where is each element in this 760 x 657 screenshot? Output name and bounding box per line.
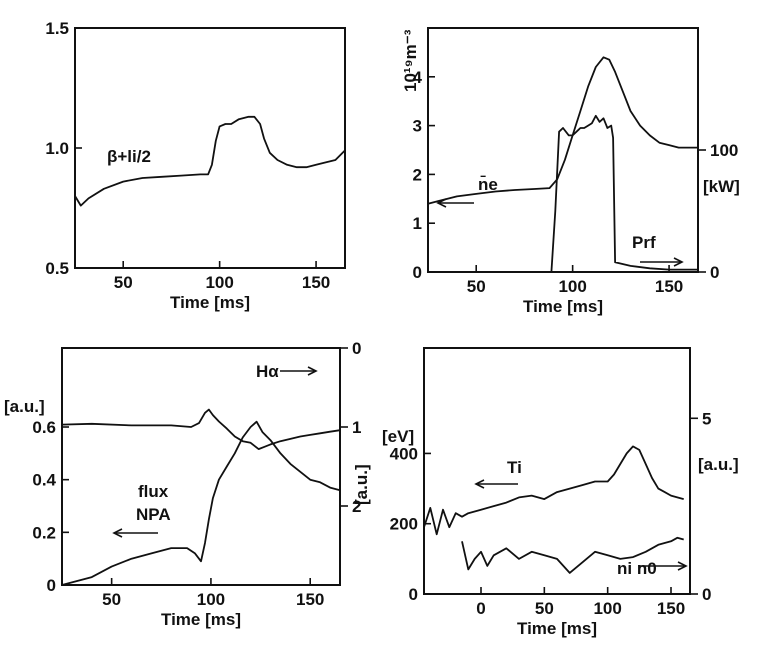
x-tick-label: 150 [655,277,683,296]
y-tick-label: 0 [47,576,56,595]
y2-tick-label: 1 [352,418,361,437]
plot-frame [427,27,699,273]
y-axis-label: [eV] [382,427,414,446]
x-axis-label: Time [ms] [517,619,597,638]
annotation-prf: Prf [632,233,656,252]
y-tick-label: 0 [413,263,422,282]
x-tick-label: 150 [657,599,685,618]
x-tick-label: 50 [114,273,133,292]
x-axis-label: Time [ms] [523,297,603,316]
y-tick-label: 0.6 [32,418,56,437]
y-axis-label: [a.u.] [4,397,45,416]
annotation-npa: NPA [136,505,171,524]
y-tick-label: 1.5 [45,19,69,38]
annotation-ti: Ti [507,458,522,477]
plot-frame [423,347,691,595]
x-tick-label: 100 [558,277,586,296]
arrow-ne-head [436,198,447,208]
series-line-Prf [550,114,698,273]
annotation-beta-li: β+li/2 [107,147,151,166]
y-tick-label: 3 [413,117,422,136]
x-tick-label: 50 [467,277,486,296]
x-tick-label: 100 [593,599,621,618]
x-axis-label: Time [ms] [161,610,241,629]
y-tick-label: 0.5 [45,259,69,278]
y-tick-label: 400 [390,444,418,463]
x-tick-label: 150 [296,590,324,609]
series-line-flux-NPA [61,420,341,586]
x-tick-label: 150 [302,273,330,292]
x-axis-label: Time [ms] [170,293,250,312]
x-tick-label: 50 [102,590,121,609]
plot-frame [61,347,341,586]
y-tick-label: 2 [413,165,422,184]
y-tick-label: 0.4 [32,471,56,490]
y2-tick-label: 0 [702,585,711,604]
y2-tick-label: 100 [710,141,738,160]
annotation-halpha: Hα [256,362,279,381]
arrow-ti-head [474,479,485,489]
arrow-prf-head [673,257,684,267]
series-line-β+li/2 [74,115,346,207]
x-tick-label: 0 [476,599,485,618]
y2-tick-label: 2 [352,497,361,516]
y-tick-label: 200 [390,515,418,534]
chart-p4: 0 50 100 150 Time [ms] 0 200 400 0 5 [eV] [a.u.] Ti n… [382,347,739,638]
chart-p1: 50 100 150 Time [ms] 0.5 1.0 1.5 β+li/2 [45,19,346,312]
series-line-Hα [61,408,341,451]
arrow-halpha-head [307,366,318,376]
y2-axis-label: [a.u.] [352,464,371,505]
annotation-ne: n̄e [478,175,498,194]
x-tick-label: 50 [535,599,554,618]
x-tick-label: 100 [205,273,233,292]
y-tick-label: 0 [409,585,418,604]
y2-axis-label: [kW] [703,177,740,196]
arrow-npa-head [112,528,123,538]
y-axis-label: 10¹⁹m⁻³ [401,29,420,92]
series-line-Ti [423,445,684,536]
y2-tick-label: 5 [702,409,711,428]
series-line-n̄e [427,56,698,205]
annotation-flux: flux [138,482,169,501]
y2-axis-label: [a.u.] [698,455,739,474]
x-tick-label: 100 [197,590,225,609]
arrow-nino-head [677,561,688,571]
y-tick-label: 4 [413,68,423,87]
chart-p2: 50 100 150 Time [ms] 0 1 2 3 4 0 100 10¹⁹m⁻³ [kW] n̄e… [401,27,740,316]
series-line-ni-n0 [461,536,684,574]
y-tick-label: 0.2 [32,523,56,542]
y-tick-label: 1.0 [45,139,69,158]
y2-tick-label: 0 [710,263,719,282]
y2-tick-label: 0 [352,339,361,358]
y-tick-label: 1 [413,214,422,233]
annotation-nino: ni n0 [617,559,657,578]
